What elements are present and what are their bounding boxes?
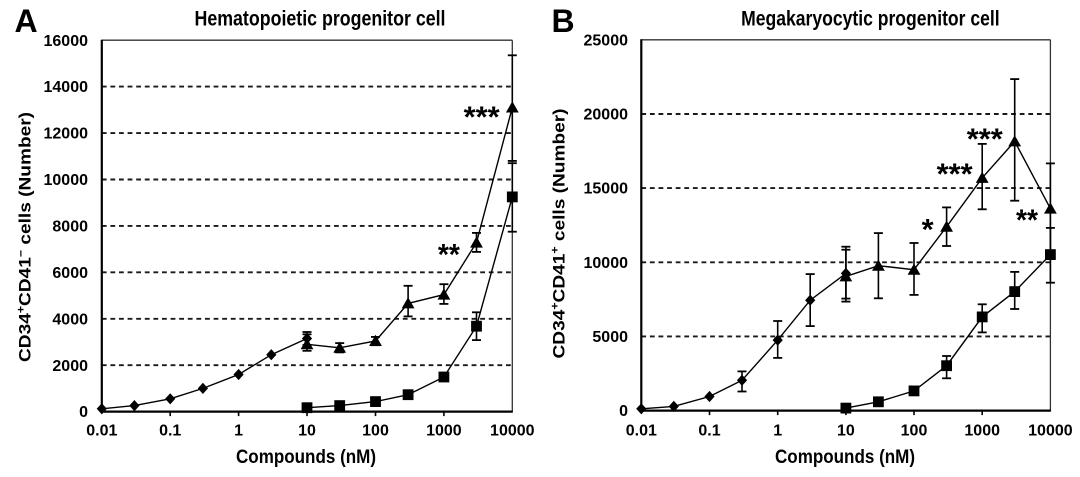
svg-text:CD34+CD41+ cells (Number): CD34+CD41+ cells (Number) <box>550 109 569 359</box>
svg-text:10: 10 <box>837 422 855 439</box>
svg-text:0.01: 0.01 <box>626 422 657 439</box>
svg-text:10000: 10000 <box>584 255 629 272</box>
svg-text:12000: 12000 <box>44 126 89 143</box>
svg-text:20000: 20000 <box>584 107 629 124</box>
svg-text:***: *** <box>464 101 500 134</box>
svg-text:6000: 6000 <box>52 265 88 282</box>
svg-text:25000: 25000 <box>584 32 629 49</box>
svg-text:0.1: 0.1 <box>159 422 181 439</box>
svg-text:1: 1 <box>773 422 782 439</box>
svg-text:1000: 1000 <box>964 422 1000 439</box>
svg-text:10000: 10000 <box>1028 422 1073 439</box>
svg-text:1: 1 <box>234 422 243 439</box>
svg-text:0.01: 0.01 <box>86 422 117 439</box>
svg-text:Compounds (nM): Compounds (nM) <box>775 447 915 468</box>
svg-text:10000: 10000 <box>490 422 535 439</box>
svg-text:15000: 15000 <box>584 181 629 198</box>
svg-text:14000: 14000 <box>44 79 89 96</box>
svg-text:0: 0 <box>619 403 628 420</box>
svg-text:16000: 16000 <box>44 33 89 50</box>
svg-text:***: *** <box>937 158 973 191</box>
svg-text:A: A <box>15 3 38 39</box>
svg-text:1000: 1000 <box>426 422 462 439</box>
svg-text:2000: 2000 <box>52 358 88 375</box>
svg-text:**: ** <box>1016 204 1038 237</box>
svg-text:0.1: 0.1 <box>698 422 720 439</box>
svg-text:B: B <box>552 3 575 39</box>
svg-text:**: ** <box>438 239 460 272</box>
svg-text:Compounds (nM): Compounds (nM) <box>236 447 376 468</box>
svg-text:5000: 5000 <box>592 329 628 346</box>
svg-text:100: 100 <box>362 422 389 439</box>
svg-text:4000: 4000 <box>52 311 88 328</box>
svg-text:***: *** <box>967 123 1003 156</box>
svg-text:10: 10 <box>298 422 316 439</box>
svg-text:0: 0 <box>79 404 88 421</box>
svg-text:10000: 10000 <box>44 172 89 189</box>
svg-text:8000: 8000 <box>52 219 88 236</box>
svg-text:Hematopoietic progenitor cell: Hematopoietic progenitor cell <box>195 7 446 30</box>
svg-text:Megakaryocytic progenitor cell: Megakaryocytic progenitor cell <box>741 7 1000 30</box>
svg-text:100: 100 <box>901 422 928 439</box>
svg-text:*: * <box>922 214 934 247</box>
svg-text:CD34+CD41− cells (Number): CD34+CD41− cells (Number) <box>16 112 35 362</box>
